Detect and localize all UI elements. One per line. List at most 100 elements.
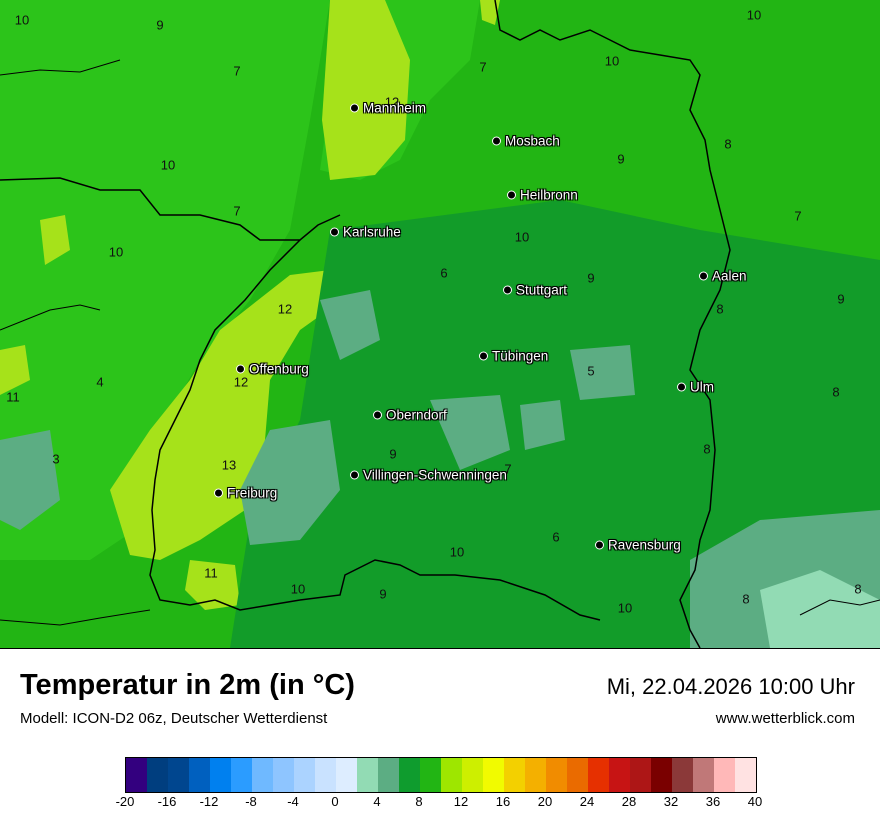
alb-cold-1 (430, 395, 510, 470)
city-name: Mosbach (505, 133, 560, 149)
city-dot-icon (479, 351, 488, 361)
city-marker-ulm[interactable]: Ulm (677, 380, 714, 395)
city-name: Offenburg (249, 361, 309, 377)
scale-swatch (378, 758, 399, 792)
city-dot-icon (699, 271, 708, 281)
city-dot-icon (503, 285, 512, 295)
forecast-datetime: Mi, 22.04.2026 10:00 Uhr (606, 674, 855, 699)
city-marker-aalen[interactable]: Aalen (699, 269, 747, 284)
model-info: Modell: ICON-D2 06z, Deutscher Wetterdie… (20, 710, 328, 727)
city-marker-tuebingen[interactable]: Tübingen (479, 349, 548, 364)
temp-label: 7 (504, 461, 512, 477)
temp-label: 10 (617, 600, 633, 616)
map-title: Temperatur in 2m (in °C) (20, 669, 355, 701)
scale-swatch (357, 758, 378, 792)
scale-swatch (420, 758, 441, 792)
scale-swatch (441, 758, 462, 792)
scale-tick-label: -20 (115, 794, 135, 809)
city-dot-icon (507, 190, 516, 200)
city-dot-icon (373, 410, 382, 420)
state-border-north (0, 177, 341, 241)
scale-swatch (399, 758, 420, 792)
map-canvas (0, 0, 880, 648)
west-warm-patch (0, 345, 30, 395)
scale-swatch (147, 758, 168, 792)
scale-tick-label: 8 (415, 794, 423, 809)
city-name: Tübingen (492, 348, 549, 364)
city-name: Stuttgart (516, 282, 568, 298)
city-marker-oberndorf[interactable]: Oberndorf (373, 408, 447, 423)
west-warmer-area (0, 0, 330, 560)
scale-tick-label: -16 (157, 794, 177, 809)
temp-label: 11 (204, 565, 218, 581)
scale-swatch (252, 758, 273, 792)
temp-label: 9 (389, 446, 397, 462)
city-marker-heilbronn[interactable]: Heilbronn (507, 188, 578, 203)
temp-label: 5 (587, 363, 595, 379)
city-name: Ulm (690, 379, 714, 395)
rhine-valley-north (322, 0, 410, 180)
city-name: Freiburg (227, 485, 278, 501)
website-link[interactable]: www.wetterblick.com (715, 710, 855, 727)
temp-label: 10 (290, 581, 306, 597)
city-name: Karlsruhe (343, 224, 401, 240)
scale-swatch (126, 758, 147, 792)
city-marker-mannheim[interactable]: Mannheim (350, 101, 426, 116)
temp-label: 7 (794, 208, 802, 224)
city-dot-icon (492, 136, 501, 146)
temperature-map[interactable]: 10 9 7 7 10 10 7 10 10 12 6 9 9 10 8 7 9… (0, 0, 880, 649)
scale-swatch (567, 758, 588, 792)
city-dot-icon (350, 103, 359, 113)
temp-label: 8 (703, 441, 711, 457)
temp-label: 10 (160, 157, 176, 173)
city-dot-icon (677, 382, 686, 392)
temp-label: 9 (156, 17, 164, 33)
temp-label: 7 (233, 63, 241, 79)
city-marker-offenburg[interactable]: Offenburg (236, 362, 309, 377)
city-dot-icon (330, 227, 339, 237)
city-marker-stuttgart[interactable]: Stuttgart (503, 283, 567, 298)
city-marker-mosbach[interactable]: Mosbach (492, 134, 560, 149)
city-name: Ravensburg (608, 537, 681, 553)
alb-cold-3 (570, 345, 635, 400)
scale-swatch (483, 758, 504, 792)
temp-label: 12 (277, 301, 293, 317)
temp-label: 9 (837, 291, 845, 307)
city-marker-villingen-schwenningen[interactable]: Villingen-Schwenningen (350, 468, 507, 483)
scale-swatch (336, 758, 357, 792)
scale-swatch (189, 758, 210, 792)
north-warm-patch (480, 0, 500, 25)
border-northwest (0, 59, 121, 76)
city-marker-karlsruhe[interactable]: Karlsruhe (330, 225, 401, 240)
city-marker-freiburg[interactable]: Freiburg (214, 486, 277, 501)
city-dot-icon (595, 540, 604, 550)
scale-tick-label: 0 (331, 794, 339, 809)
scale-tick-label: 4 (373, 794, 381, 809)
scale-swatch (588, 758, 609, 792)
scale-swatch (273, 758, 294, 792)
scale-tick-label: 32 (663, 794, 679, 809)
temp-label: 10 (14, 12, 30, 28)
temp-label: 8 (724, 136, 732, 152)
temp-label: 10 (746, 7, 762, 23)
temp-label: 9 (379, 586, 387, 602)
color-scale (125, 757, 757, 793)
bavaria-border (494, 0, 731, 648)
temp-label: 9 (587, 270, 595, 286)
scale-tick-label: 40 (747, 794, 763, 809)
scale-tick-label: 36 (705, 794, 721, 809)
temp-label: 10 (449, 544, 465, 560)
scale-swatch (630, 758, 651, 792)
temp-label: 3 (52, 451, 60, 467)
temp-label: 9 (617, 151, 625, 167)
scale-tick-label: 24 (579, 794, 595, 809)
scale-swatch (672, 758, 693, 792)
basel-warm-patch (185, 560, 240, 610)
temp-label: 10 (604, 53, 620, 69)
temp-label: 10 (108, 244, 124, 260)
border-southeast (799, 599, 880, 616)
rhine-valley-south (110, 270, 335, 560)
city-marker-ravensburg[interactable]: Ravensburg (595, 538, 681, 553)
scale-swatch (462, 758, 483, 792)
temp-label: 10 (514, 229, 530, 245)
